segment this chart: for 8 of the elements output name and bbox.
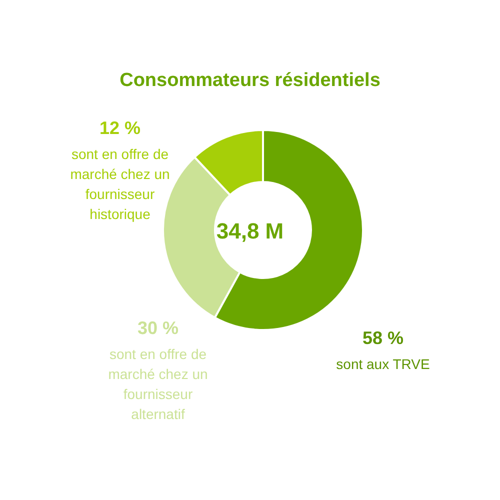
data-label: 30 % [137, 318, 179, 338]
data-label: 58 % [362, 328, 404, 348]
chart-title: Consommateurs résidentiels [120, 70, 380, 91]
slice-label: sont en offre de marché chez un fournisseur alternatif [108, 346, 208, 422]
slice-label: sont en offre de marché chez un fournisseur historique [70, 146, 170, 222]
data-label: 12 % [99, 118, 141, 138]
text: 34,8 M [216, 218, 284, 244]
slice-label: sont aux TRVE [336, 356, 430, 372]
